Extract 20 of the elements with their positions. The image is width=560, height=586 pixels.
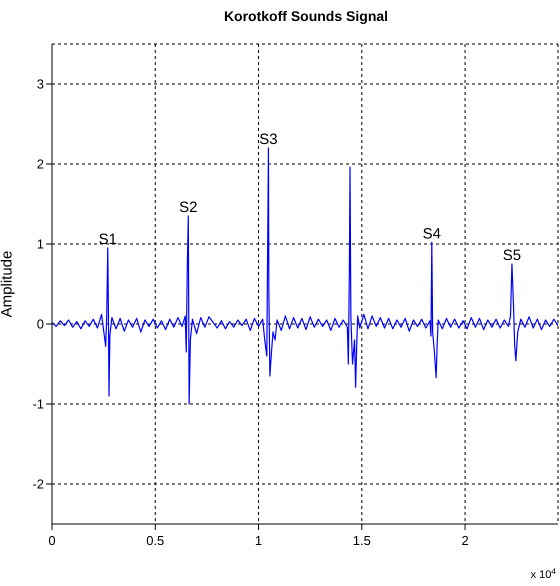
y-tick-label: 3 [36,76,44,92]
chart-title: Korotkoff Sounds Signal [222,8,390,24]
x-tick-label: 2 [461,533,469,548]
y-tick-label: -2 [32,476,44,492]
y-tick-label: 2 [36,156,44,172]
annotation: S5 [502,247,522,264]
text: x 10$^{4}$ [530,566,556,581]
line-series [52,147,558,405]
y-tick-label: -1 [32,396,44,412]
annotation: S2 [179,199,198,216]
annotation: S1 [98,231,117,248]
y-tick-label: 1 [36,236,44,252]
x-tick-label: 1.5 [352,533,371,548]
x-tick-label: 1 [254,533,262,548]
annotation: S3 [259,131,278,148]
y-axis-title: Amplitude [0,250,16,318]
x-tick-label: 0 [48,533,56,548]
x-tick-label: 0.5 [146,533,164,548]
annotation: S4 [422,225,441,242]
y-tick-label: 0 [36,316,44,332]
